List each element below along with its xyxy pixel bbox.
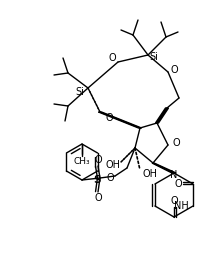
Text: Si: Si [76, 87, 85, 97]
Text: NH: NH [174, 201, 189, 211]
Text: O: O [174, 179, 182, 189]
Text: O: O [172, 138, 180, 148]
Text: OH: OH [142, 169, 157, 179]
Polygon shape [152, 163, 176, 173]
Text: N: N [170, 170, 178, 180]
Text: Si: Si [150, 52, 158, 62]
Text: OH: OH [105, 160, 120, 170]
Text: O: O [170, 196, 178, 206]
Text: O: O [105, 113, 113, 123]
Text: O: O [108, 53, 116, 63]
Text: O: O [94, 155, 102, 165]
Text: S: S [93, 175, 101, 185]
Polygon shape [155, 108, 169, 123]
Text: O: O [94, 193, 102, 203]
Text: O: O [106, 173, 114, 183]
Polygon shape [99, 112, 142, 128]
Text: O: O [170, 65, 178, 75]
Text: CH₃: CH₃ [74, 157, 90, 165]
